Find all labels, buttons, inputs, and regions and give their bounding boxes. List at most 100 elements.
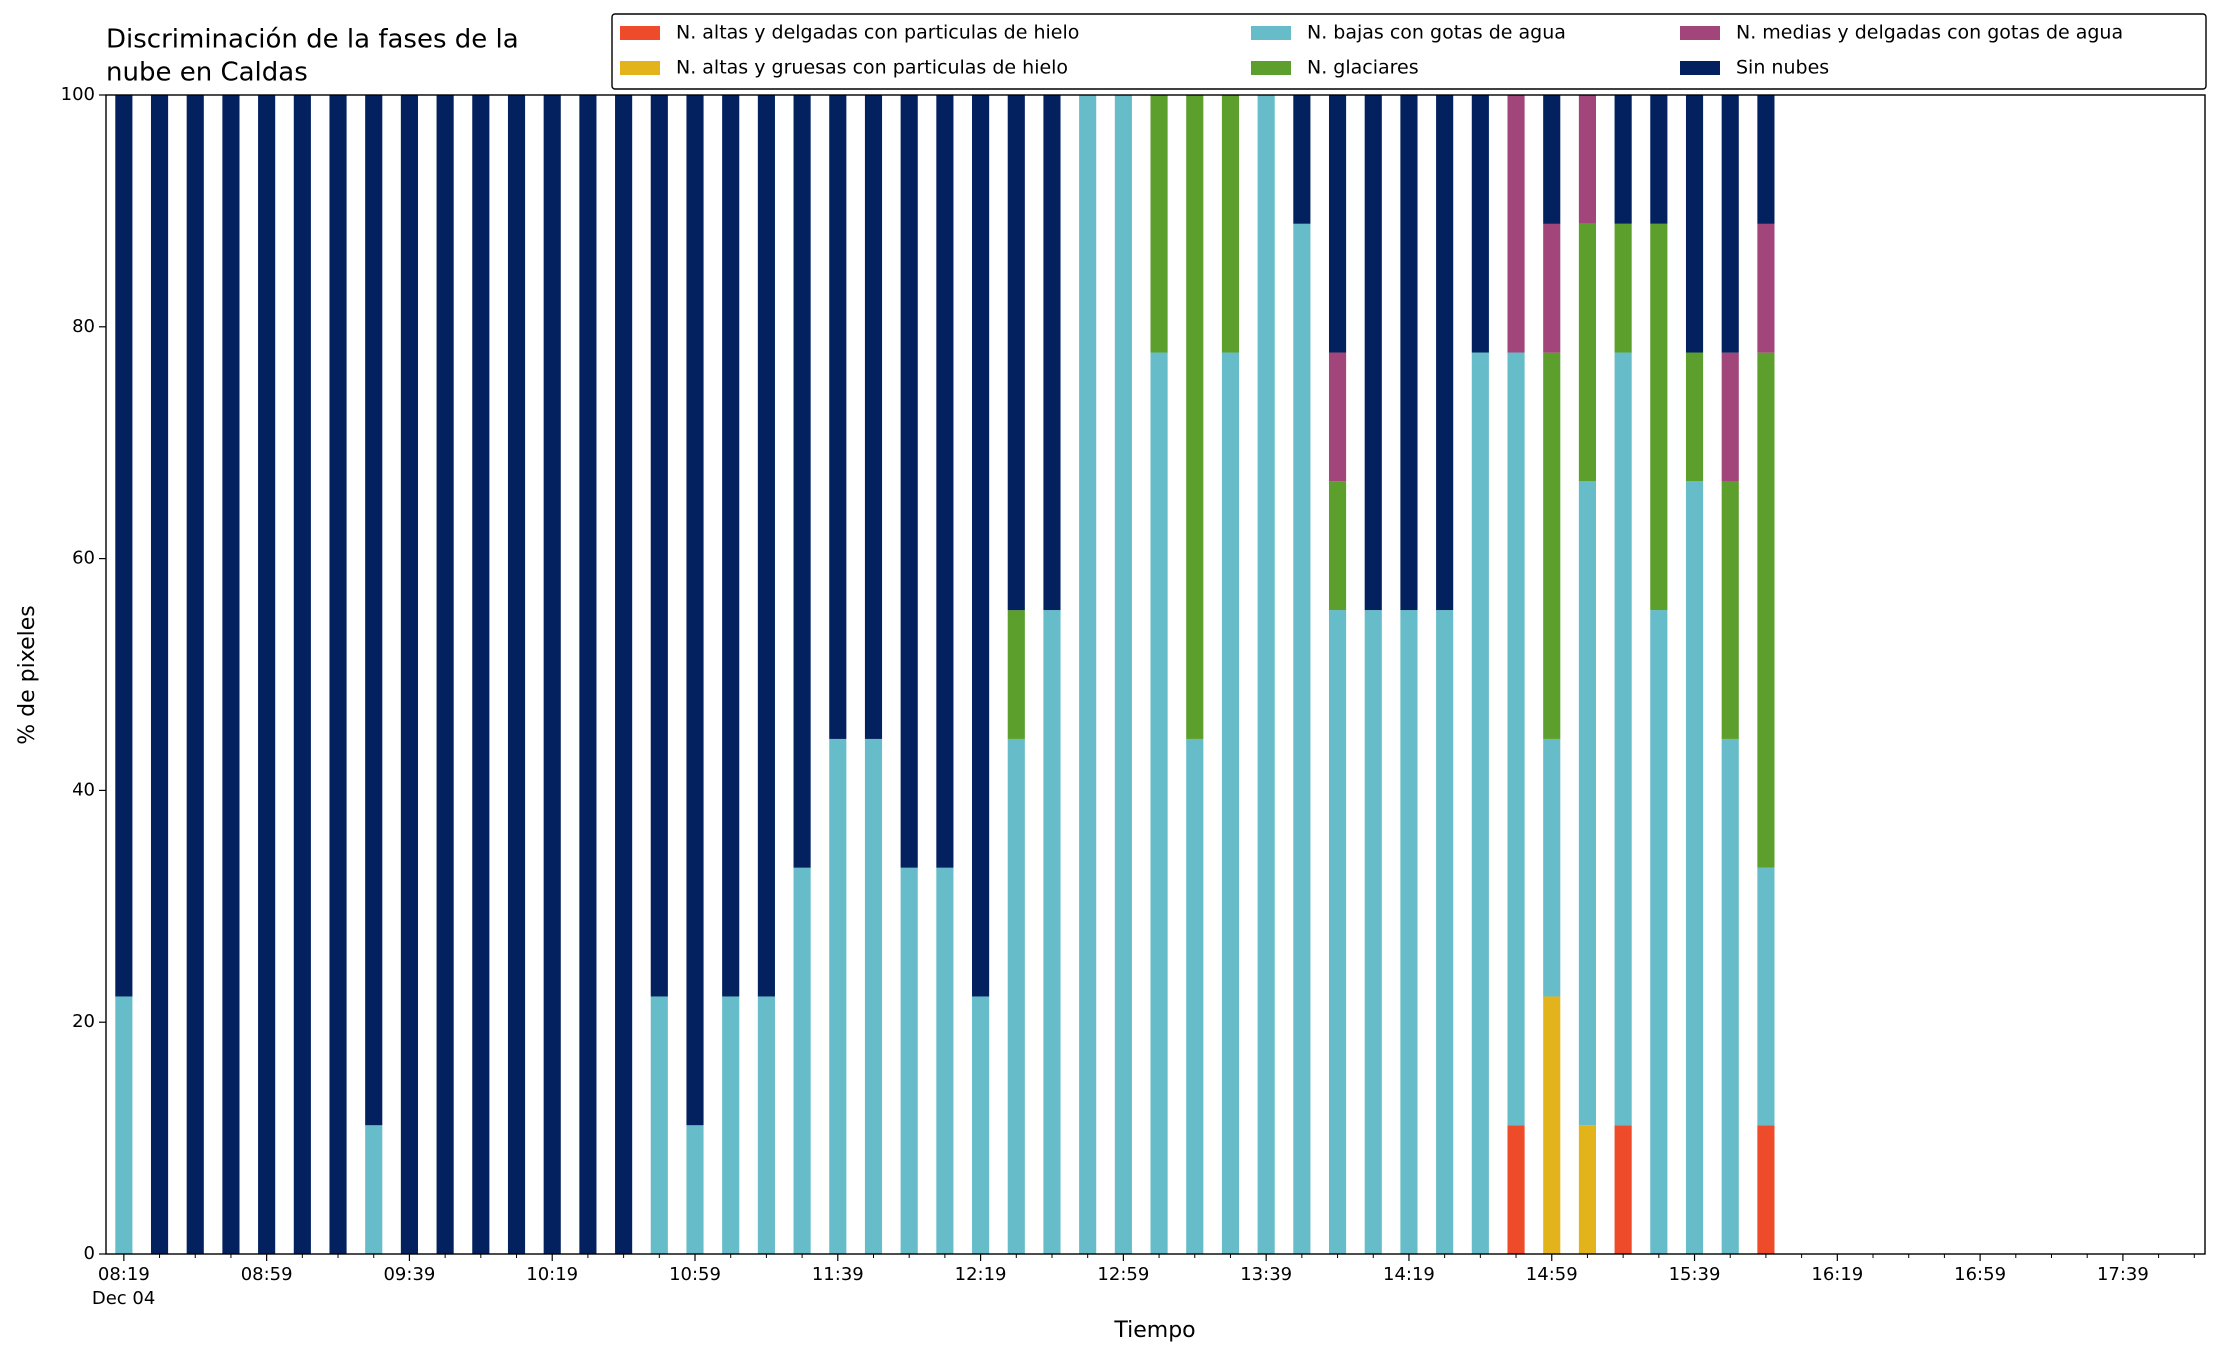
x-tick-label: 17:39	[2097, 1264, 2149, 1285]
bar-segment	[329, 95, 347, 1254]
bar-segment	[1150, 352, 1168, 1254]
bar-segment	[829, 95, 847, 739]
bar-segment	[365, 1125, 383, 1254]
x-tick-label: 14:59	[1526, 1264, 1578, 1285]
bar-segment	[293, 95, 311, 1254]
bar-segment	[400, 95, 418, 1254]
bar-segment	[1186, 95, 1204, 739]
y-tick-label: 60	[72, 548, 95, 569]
bar-segment	[1328, 95, 1347, 353]
bar-segment	[900, 95, 918, 868]
bar-segment	[650, 95, 668, 997]
bar-segment	[1007, 95, 1025, 611]
legend-swatch	[620, 61, 660, 75]
bar-segment	[1364, 95, 1382, 611]
bar-segment	[972, 996, 990, 1254]
bar-segment	[1007, 738, 1025, 1254]
plot-frame	[105, 94, 2206, 1255]
bar-segment	[864, 95, 883, 739]
bar-segment	[1471, 95, 1489, 353]
bar-segment	[1578, 1125, 1597, 1254]
bar-segment	[1436, 610, 1454, 1254]
bar-segment	[1114, 95, 1132, 1254]
bar-segment	[793, 95, 811, 868]
y-tick-label: 40	[72, 779, 95, 800]
bar-segment	[1293, 95, 1311, 224]
bar-segment	[1543, 95, 1561, 224]
bar-segment	[972, 95, 990, 997]
bar-segment	[543, 95, 561, 1254]
legend-swatch	[620, 26, 660, 40]
bar-segment	[1543, 738, 1561, 997]
bar-segment	[1543, 223, 1561, 353]
bar-segment	[1614, 1125, 1632, 1254]
y-axis-label: % de pixeles	[15, 605, 40, 744]
bar-segment	[936, 95, 954, 868]
bar-segment	[1507, 95, 1525, 353]
bar-segment	[615, 95, 633, 1254]
y-tick-label: 0	[84, 1243, 95, 1264]
bar-segment	[686, 95, 704, 1126]
bar-segment	[1757, 223, 1775, 353]
bar-segment	[1614, 95, 1632, 224]
bar-segment	[1328, 352, 1347, 482]
bar-segment	[1293, 223, 1311, 1254]
bar-segment	[1471, 352, 1489, 1254]
bar-segment	[1578, 223, 1597, 482]
bar-segment	[507, 95, 526, 1254]
bar-segment	[1650, 610, 1668, 1254]
bar-segment	[1685, 352, 1704, 482]
bar-segment	[757, 996, 775, 1254]
bar-segment	[115, 95, 133, 997]
legend-label: N. altas y delgadas con particulas de hi…	[676, 22, 1079, 44]
bar-segment	[1757, 95, 1775, 224]
bar-segment	[1757, 867, 1775, 1126]
bar-segment	[1650, 95, 1668, 224]
bar-segment	[222, 95, 240, 1254]
x-tick-label: 11:39	[812, 1264, 864, 1285]
bar-segment	[1721, 352, 1739, 482]
bar-segment	[150, 95, 169, 1254]
bar-segment	[115, 996, 133, 1254]
bar-segment	[472, 95, 490, 1254]
bar-segment	[1328, 610, 1347, 1254]
bar-segment	[936, 867, 954, 1254]
bar-segment	[1043, 95, 1061, 611]
bar-segment	[579, 95, 597, 1254]
bar-segment	[650, 996, 668, 1254]
bar-segment	[186, 95, 204, 1254]
bar-segment	[1650, 223, 1668, 611]
bar-segment	[1757, 352, 1775, 868]
x-tick-label: 14:19	[1383, 1264, 1435, 1285]
bar-segment	[1364, 610, 1382, 1254]
bar-segment	[1043, 610, 1061, 1254]
date-label: Dec 04	[92, 1288, 155, 1309]
bar-segment	[1721, 738, 1739, 1254]
legend-swatch	[1251, 26, 1291, 40]
bar-segment	[1543, 352, 1561, 739]
bar-segment	[864, 738, 883, 1254]
x-axis-label: Tiempo	[1113, 1318, 1195, 1343]
legend-label: N. medias y delgadas con gotas de agua	[1736, 22, 2123, 44]
bar-segment	[1685, 481, 1704, 1255]
bar-segment	[757, 95, 775, 997]
bar-segment	[1328, 481, 1347, 611]
bar-segment	[1436, 95, 1454, 611]
bar-segment	[900, 867, 918, 1254]
bar-segment	[1543, 996, 1561, 1254]
bar-segment	[1400, 610, 1418, 1254]
x-tick-label: 12:19	[955, 1264, 1007, 1285]
bar-segment	[1614, 352, 1632, 1126]
bar-segment	[1721, 481, 1739, 739]
x-tick-label: 08:19	[98, 1264, 150, 1285]
legend-box	[611, 13, 2207, 90]
x-tick-label: 16:19	[1811, 1264, 1863, 1285]
bar-segment	[1721, 95, 1739, 353]
bar-segment	[1757, 1125, 1775, 1254]
x-tick-label: 10:59	[669, 1264, 721, 1285]
bar-segment	[1400, 95, 1418, 611]
bar-segment	[1578, 481, 1597, 1126]
legend-label: Sin nubes	[1736, 57, 1829, 79]
bar-segment	[1685, 95, 1704, 353]
